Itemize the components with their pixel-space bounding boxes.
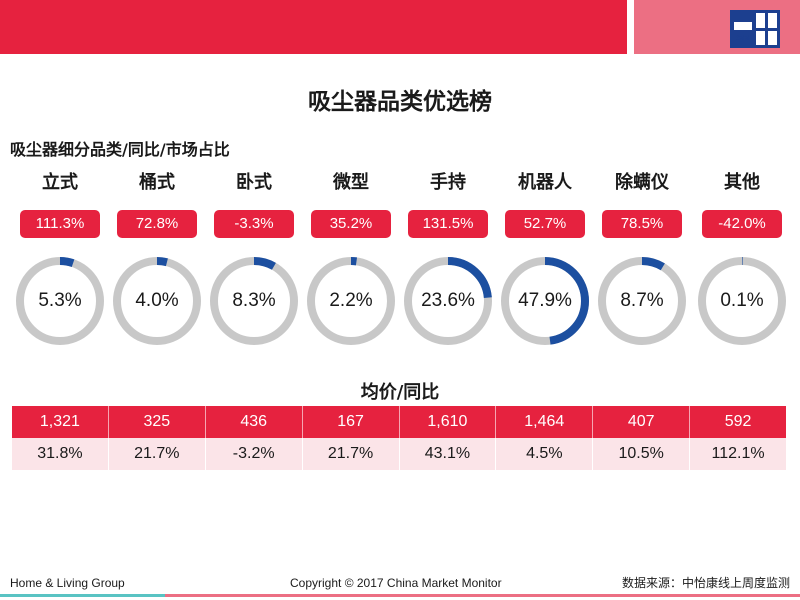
market-share-value: 23.6% <box>421 290 475 311</box>
footer-line-pink <box>165 594 800 597</box>
share-ring-fill <box>698 257 786 345</box>
market-share-value: 2.2% <box>329 290 373 311</box>
market-share-value: 8.3% <box>232 290 276 311</box>
price-table: 1,321 325 436 167 1,610 1,464 407 592 31.8% 21.7… <box>12 406 786 470</box>
share-ring-fill <box>307 257 395 345</box>
share-ring-fill <box>404 257 492 345</box>
share-ring-fill <box>501 257 589 345</box>
category-column: 除螨仪 78.5% 8.7% <box>597 168 687 348</box>
header-bar <box>0 0 627 54</box>
share-ring <box>113 257 201 345</box>
share-ring <box>501 257 589 345</box>
share-ring <box>598 257 686 345</box>
category-name: 卧式 <box>236 172 272 193</box>
price-growth-cell: 112.1% <box>711 445 765 462</box>
category-column: 桶式 72.8% 4.0% <box>112 168 202 348</box>
share-ring <box>404 257 492 345</box>
avg-price-cell: 1,464 <box>496 406 594 438</box>
category-name: 机器人 <box>518 172 572 193</box>
category-column: 手持 131.5% 23.6% <box>403 168 493 348</box>
avg-price-cell: 407 <box>593 406 691 438</box>
category-column: 机器人 52.7% 47.9% <box>500 168 590 348</box>
market-share-value: 47.9% <box>518 290 572 311</box>
avg-price-cell: 325 <box>109 406 206 438</box>
category-name: 微型 <box>333 172 369 193</box>
footer-line-teal <box>0 594 165 597</box>
category-name: 除螨仪 <box>615 172 669 193</box>
share-ring-fill <box>598 257 686 345</box>
price-growth-cell: 43.1% <box>400 438 497 470</box>
price-growth-cell: 21.7% <box>109 438 206 470</box>
market-share-value: 5.3% <box>38 290 82 311</box>
category-name: 桶式 <box>139 172 175 193</box>
share-ring <box>307 257 395 345</box>
category-column: 卧式 -3.3% 8.3% <box>209 168 299 348</box>
section-subtitle: 吸尘器细分品类/同比/市场占比 <box>10 140 230 159</box>
price-growth-row: 31.8% 21.7% -3.2% 21.7% 43.1% 4.5% 10.5% 112.1% <box>12 438 786 470</box>
share-ring-fill <box>210 257 298 345</box>
share-ring-fill <box>113 257 201 345</box>
share-ring <box>210 257 298 345</box>
price-growth-cell: 10.5% <box>593 438 691 470</box>
page-title: 吸尘器品类优选榜 <box>308 89 492 115</box>
avg-price-cell: 436 <box>206 406 303 438</box>
yoy-badge: 72.8% <box>117 210 197 238</box>
logo-text: CMM <box>735 36 751 42</box>
price-section-title: 均价/同比 <box>360 382 440 403</box>
yoy-badge: 35.2% <box>311 210 391 238</box>
yoy-badge: 111.3% <box>20 210 100 238</box>
market-share-value: 0.1% <box>720 290 764 311</box>
avg-price-cell: 1,610 <box>400 406 497 438</box>
category-name: 手持 <box>430 172 466 193</box>
yoy-badge: -3.3% <box>214 210 294 238</box>
cmm-logo: CMM <box>730 10 780 48</box>
price-growth-cell: 21.7% <box>303 438 400 470</box>
category-column: 微型 35.2% 2.2% <box>306 168 396 348</box>
share-ring <box>16 257 104 345</box>
footer-copyright: Copyright © 2017 China Market Monitor <box>290 576 502 590</box>
yoy-badge: 78.5% <box>602 210 682 238</box>
price-growth-cell: -3.2% <box>206 438 303 470</box>
avg-price-cell: 1,321 <box>12 406 109 438</box>
category-name: 立式 <box>42 172 78 193</box>
market-share-value: 8.7% <box>620 290 664 311</box>
category-column: 其他 -42.0% 0.1% <box>697 168 787 348</box>
market-share-value: 4.0% <box>135 290 179 311</box>
share-ring-fill <box>16 257 104 345</box>
share-ring <box>698 257 786 345</box>
category-name: 其他 <box>724 172 760 193</box>
yoy-badge: 52.7% <box>505 210 585 238</box>
category-column: 立式 111.3% 5.3% <box>15 168 105 348</box>
yoy-badge: 131.5% <box>408 210 488 238</box>
price-growth-cell: 4.5% <box>496 438 594 470</box>
yoy-badge: -42.0% <box>702 210 782 238</box>
avg-price-cell: 167 <box>303 406 400 438</box>
avg-price-row: 1,321 325 436 167 1,610 1,464 407 592 <box>12 406 786 438</box>
avg-price-cell: 592 <box>724 413 752 430</box>
footer-group-name: Home & Living Group <box>10 576 125 590</box>
footer-data-source: 数据来源：中怡康线上周度监测 <box>621 576 790 590</box>
price-growth-cell: 31.8% <box>12 438 109 470</box>
